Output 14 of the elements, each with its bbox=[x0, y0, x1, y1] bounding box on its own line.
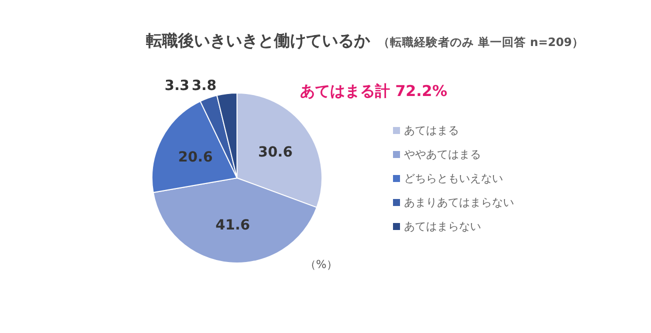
data-label: 3.8 bbox=[192, 78, 217, 94]
legend-label: どちらともいえない bbox=[404, 172, 503, 185]
legend-label: あまりあてはまらない bbox=[404, 196, 514, 209]
legend-label: あてはまる bbox=[404, 124, 459, 137]
text: あてはまる計 72.2% bbox=[300, 82, 448, 100]
legend-label: あてはまらない bbox=[404, 220, 481, 233]
chart-title: 転職後いきいきと働けているか bbox=[146, 31, 371, 50]
data-label: 41.6 bbox=[215, 218, 250, 234]
text: （%） bbox=[305, 258, 338, 271]
data-label: 20.6 bbox=[178, 150, 213, 166]
data-label: 3.3 bbox=[164, 78, 190, 94]
legend-label: ややあてはまる bbox=[404, 148, 481, 161]
data-label: 30.6 bbox=[258, 144, 293, 160]
chart-subtitle: （転職経験者のみ 単一回答 n=209） bbox=[378, 35, 584, 49]
